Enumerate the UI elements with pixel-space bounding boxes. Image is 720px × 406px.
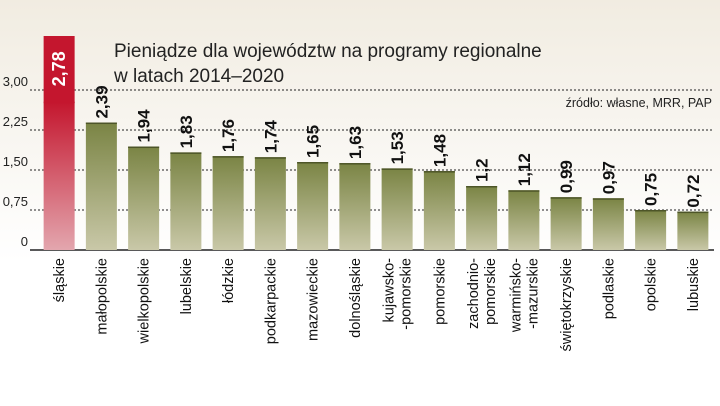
highlight-label-box: [43, 36, 75, 103]
bar-top-edge: [592, 198, 624, 200]
value-label: 2,78: [49, 51, 69, 86]
category-label: łódzkie: [221, 258, 237, 303]
bar-top-edge: [128, 146, 160, 149]
value-label: 1,74: [261, 120, 280, 154]
value-label: 1,76: [219, 119, 238, 152]
value-label: 1,53: [388, 131, 407, 164]
bar-top-edge: [677, 211, 709, 214]
value-label: 0,97: [599, 161, 618, 194]
bar-top-edge: [170, 152, 202, 154]
y-tick-label: 2,25: [3, 114, 28, 129]
category-label: małopolskie: [94, 258, 110, 335]
bar: [423, 171, 455, 250]
y-tick-label: 1,50: [3, 154, 28, 169]
category-label: lubelskie: [179, 258, 195, 314]
category-label: wielkopolskie: [137, 258, 153, 344]
bar: [466, 186, 498, 250]
chart-title-line-2: w latach 2014–2020: [113, 66, 284, 87]
bar: [592, 198, 624, 250]
category-label: dolnośląskie: [348, 258, 364, 338]
bar-top-edge: [297, 162, 329, 164]
category-label: kujawsko-: [382, 258, 398, 323]
value-label: 0,72: [684, 175, 703, 208]
bar-top-edge: [423, 171, 455, 173]
y-tick-label: 0: [21, 234, 28, 249]
category-label: -pomorskie: [399, 258, 415, 330]
bar: [508, 190, 540, 250]
y-tick-label: 3,00: [3, 74, 28, 89]
bar: [85, 122, 117, 250]
bar: [128, 146, 160, 250]
category-label: -mazurskie: [525, 258, 541, 329]
value-label: 0,75: [642, 173, 661, 206]
category-label: podlaskie: [601, 258, 617, 319]
category-label: świętokrzyskie: [559, 258, 575, 351]
bar-top-edge: [85, 122, 117, 125]
bar: [43, 101, 75, 250]
category-label: śląskie: [52, 258, 68, 302]
bar: [677, 211, 709, 250]
category-label: warmińsko-: [508, 258, 524, 333]
category-label: lubuskie: [686, 258, 702, 311]
bar-top-edge: [212, 156, 244, 158]
bar-top-edge: [254, 157, 286, 159]
value-label: 1,83: [177, 115, 196, 148]
value-label: 0,99: [557, 160, 576, 193]
category-label: podkarpackie: [263, 258, 279, 344]
category-label: zachodnio-: [466, 258, 482, 329]
category-label: pomorskie: [483, 258, 499, 325]
bar-top-edge: [339, 163, 371, 165]
bar-top-edge: [635, 210, 667, 212]
bar-top-edge: [508, 190, 540, 192]
bar: [170, 152, 202, 250]
bar: [339, 163, 371, 250]
bar: [550, 197, 582, 250]
value-label: 1,94: [135, 109, 154, 143]
value-label: 1,2: [473, 158, 492, 182]
category-label: pomorskie: [432, 258, 448, 325]
bar: [381, 168, 413, 250]
bar: [635, 210, 667, 250]
category-label: opolskie: [644, 258, 660, 311]
value-label: 1,63: [346, 126, 365, 159]
chart-source: źródło: własne, MRR, PAP: [566, 96, 712, 110]
bar: [297, 162, 329, 250]
bar: [212, 156, 244, 250]
bar: [254, 157, 286, 250]
value-label: 2,39: [92, 85, 111, 118]
bar-top-edge: [550, 197, 582, 199]
value-label: 1,48: [430, 134, 449, 167]
chart-title-line-1: Pieniądze dla województw na programy reg…: [114, 41, 542, 62]
bar-top-edge: [381, 168, 413, 170]
value-label: 1,12: [515, 153, 534, 186]
bar-top-edge: [466, 186, 498, 188]
y-tick-label: 0,75: [3, 194, 28, 209]
category-label: mazowieckie: [306, 258, 322, 341]
value-label: 1,65: [304, 125, 323, 158]
